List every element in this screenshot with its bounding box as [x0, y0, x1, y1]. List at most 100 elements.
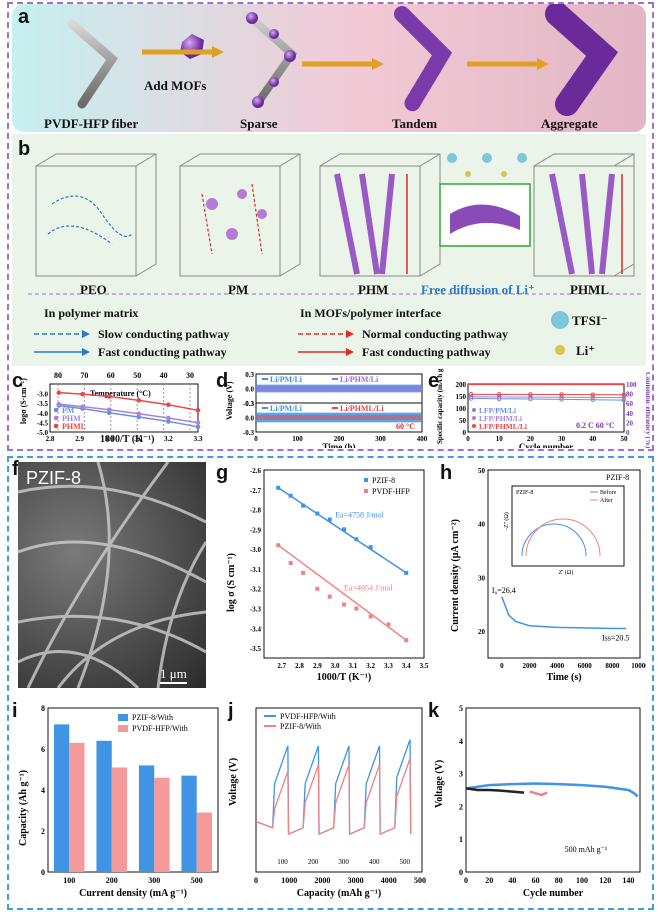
x-tick-label: 50 — [621, 435, 629, 443]
x-tick-label: 3.3 — [384, 662, 393, 670]
panel-j-letter: j — [228, 700, 234, 722]
y-tick-label: -3.3 — [250, 606, 262, 614]
data-point — [166, 419, 171, 424]
panel-b-illustration — [28, 153, 642, 356]
x-axis-label: Cycle number — [519, 442, 573, 448]
y-tick-label: -3.1 — [250, 566, 262, 574]
top-tick-label: 80 — [54, 371, 62, 380]
chart-d: Li/PM/Li Li/PHM/Li Li/PM/Li Li/PHML/Li 60 °C… — [226, 371, 428, 448]
y-tick-label: 4 — [41, 786, 45, 795]
legend-label: LFP/PHML/Li — [479, 422, 527, 431]
data-point — [327, 594, 332, 599]
legend-marker — [472, 416, 476, 420]
data-point — [301, 503, 306, 508]
chart-i: 100 200 300 500 PZIF-8/With PVDF-HFP/With 0 2 4 6… — [18, 704, 219, 899]
fit-line-PZIF-8 — [277, 487, 407, 574]
legend-fast: Fast conducting pathway — [98, 345, 227, 359]
y-tick-label: 0 — [41, 868, 45, 877]
data-point — [136, 414, 142, 420]
inset-legend-label: Before — [600, 489, 617, 496]
sem-image — [18, 462, 206, 688]
series-line-PM — [58, 404, 199, 428]
y-tick-label: 2 — [41, 827, 45, 836]
inset-legend-label: After — [600, 497, 613, 504]
y-tick-label: 40 — [478, 521, 486, 529]
y-right-tick-label: 0 — [626, 429, 630, 437]
x-tick-label: 4000 — [550, 662, 565, 670]
segment-label: 100 — [277, 858, 288, 866]
y-tick-label: -0.3 — [243, 400, 255, 408]
bar-PVDF-HFP/With — [111, 767, 128, 872]
legend-label: PZIF-8/With — [280, 722, 321, 731]
current-curve — [501, 596, 627, 630]
legend-head-right: In MOFs/polymer interface — [300, 306, 442, 320]
series-line-PHM — [58, 403, 199, 424]
chart-g: PZIF-8 PVDF-HFP Ea=4758 J/mol Ea=4954 J/mol… — [226, 467, 429, 683]
data-point — [327, 517, 332, 522]
legend-marker — [364, 478, 368, 482]
y-tick-label: 2 — [459, 802, 463, 811]
x-tick-label: 100 — [576, 876, 588, 885]
x-tick-label: 2000 — [522, 662, 537, 670]
y-right-axis-label: Coulombic efficiency (%) — [644, 372, 650, 448]
panel-b-label-free: Free diffusion of Li⁺ — [421, 282, 535, 297]
x-tick-label: 40 — [508, 876, 516, 885]
data-point — [368, 545, 373, 550]
top-tick-label: 70 — [80, 371, 88, 380]
y-axis-label: log σ (S cm⁻¹) — [226, 553, 237, 612]
legend-label: LFP/PM/Li — [479, 406, 516, 415]
data-point — [80, 391, 85, 397]
data-point — [288, 561, 293, 566]
inset-after-curve — [525, 518, 601, 557]
plot-frame — [465, 707, 641, 873]
legend-swatch — [118, 725, 128, 732]
y-tick-label: -3.2 — [250, 586, 262, 594]
y-right-tick-label: 40 — [626, 410, 634, 418]
x-tick-label: 1000 — [281, 876, 297, 885]
y-tick-label: 6 — [41, 745, 45, 754]
x-axis-label: Current density (mA g⁻¹) — [79, 888, 187, 899]
x-tick-label: 30 — [558, 435, 566, 443]
y-tick-label: 100 — [456, 405, 467, 413]
x-tick-label: 400 — [417, 435, 428, 443]
panel-g-letter: g — [216, 462, 229, 484]
legend-marker — [364, 489, 368, 493]
voltage-curve-PZIF-8/With — [255, 758, 412, 836]
x-tick-label: 0 — [254, 435, 258, 443]
y-tick-label: 1 — [459, 835, 463, 844]
y-axis-label: Voltage (V) — [226, 381, 234, 420]
y-tick-label: -2.6 — [250, 467, 262, 475]
y-tick-label: -3.5 — [250, 645, 262, 653]
data-point — [195, 408, 201, 413]
panel-c-xlabel: 1000/T (K⁻¹) — [100, 434, 155, 445]
y-tick-label: 5 — [459, 704, 463, 713]
voltage-series-PZIF-8 — [465, 782, 639, 798]
x-axis-label: Time (s) — [546, 672, 581, 683]
y-tick-label: -2.8 — [250, 507, 262, 515]
y-axis-label: Specific capacity (mA h g⁻¹) — [436, 368, 444, 444]
y-tick-label: 30 — [478, 574, 486, 582]
x-tick-label: 200 — [334, 435, 345, 443]
y-right-tick-label: 60 — [626, 400, 634, 408]
y-tick-label: -5.0 — [37, 429, 49, 437]
y-tick-label: 0.0 — [245, 386, 254, 394]
x-axis-label: Time (h) — [322, 442, 355, 448]
bar-PZIF-8/With — [96, 740, 112, 872]
y-right-tick-label: 100 — [626, 381, 637, 389]
inset-title: PZIF-8 — [516, 490, 533, 496]
x-tick-label: 3.1 — [134, 435, 143, 443]
voltage-series-PVDF-HFP-2 — [529, 790, 548, 797]
data-point — [342, 602, 346, 607]
panel-c-letter: c — [12, 370, 24, 392]
x-tick-label: 20 — [485, 876, 493, 885]
x-tick-label: 3.5 — [420, 662, 429, 670]
y-right-tick-label: 20 — [626, 419, 634, 427]
note-label: 500 mAh g⁻¹ — [565, 845, 608, 854]
iss-label: Iss=20.5 — [602, 633, 629, 642]
legend-fast2: Fast conducting pathway — [362, 345, 491, 359]
x-tick-label: 60 — [532, 876, 540, 885]
legend-label: Li/PM/Li — [270, 404, 303, 413]
data-point — [342, 527, 346, 532]
legend-label: Li/PHML/Li — [340, 404, 384, 413]
